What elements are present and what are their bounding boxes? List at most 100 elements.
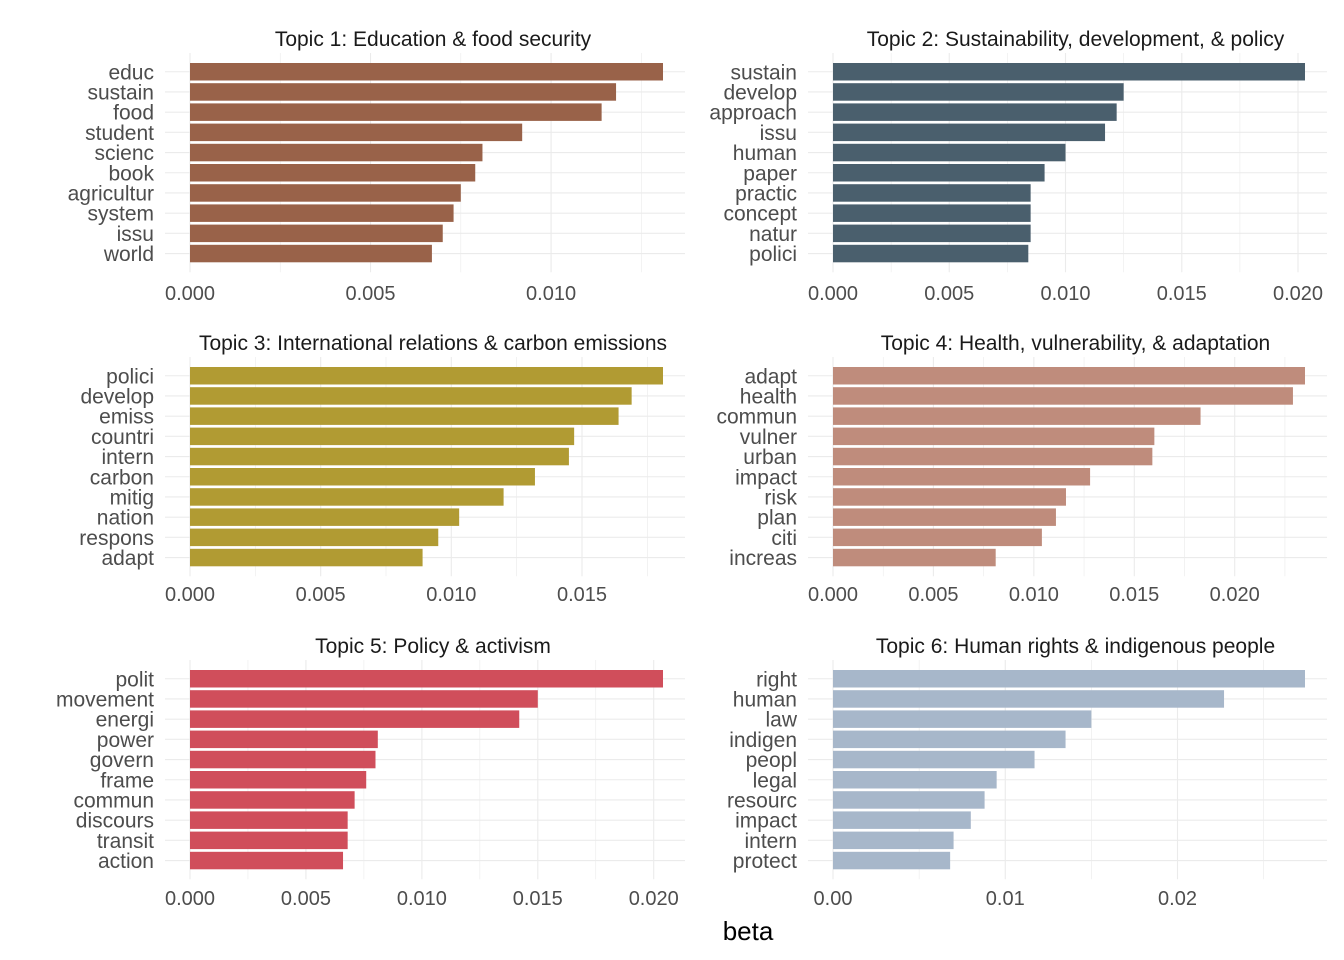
facet-title: Topic 5: Policy & activism <box>315 635 551 658</box>
bar-vulner <box>833 427 1155 446</box>
bar-commun <box>833 407 1201 425</box>
bar-emiss <box>190 407 619 425</box>
bar-health <box>833 387 1293 405</box>
category-label: book <box>108 162 154 185</box>
facet-title: Topic 2: Sustainability, development, & … <box>867 28 1285 51</box>
bar-agricultur <box>190 184 461 202</box>
category-label: world <box>103 243 154 266</box>
tick-label: 0.015 <box>1157 283 1207 305</box>
category-label: urban <box>743 446 797 469</box>
tick-label: 0.010 <box>426 584 476 606</box>
bar-transit <box>190 831 348 850</box>
category-label: commun <box>73 789 154 812</box>
bar-respons <box>190 528 439 547</box>
tick-label: 0.000 <box>808 283 858 305</box>
category-label: adapt <box>101 547 154 570</box>
tick-label: 0.010 <box>1009 584 1059 606</box>
category-label: resourc <box>727 789 797 812</box>
category-label: plan <box>757 507 797 530</box>
category-label: student <box>85 122 154 145</box>
bar-power <box>190 730 378 749</box>
category-label: commun <box>716 406 797 429</box>
bar-student <box>190 123 523 142</box>
bar-book <box>190 164 476 182</box>
tick-label: 0.00 <box>814 888 853 910</box>
tick-label: 0.005 <box>296 584 346 606</box>
bar-world <box>190 244 432 263</box>
bar-law <box>833 710 1092 728</box>
bar-commun <box>190 791 355 809</box>
bar-issu <box>190 224 443 243</box>
category-label: vulner <box>740 426 797 449</box>
category-label: develop <box>80 385 154 408</box>
bar-govern <box>190 750 376 769</box>
category-label: sustain <box>87 81 154 104</box>
category-label: law <box>765 709 797 732</box>
category-label: issu <box>117 223 154 246</box>
category-label: mitig <box>110 486 154 509</box>
bar-peopl <box>833 750 1035 769</box>
bar-discours <box>190 811 348 829</box>
bar-polici <box>190 367 663 385</box>
category-label: develop <box>723 81 797 104</box>
tick-label: 0.020 <box>1273 283 1323 305</box>
category-label: respons <box>79 527 154 550</box>
category-label: natur <box>749 223 797 246</box>
category-label: impact <box>735 810 797 833</box>
bar-polit <box>190 670 663 688</box>
tick-label: 0.000 <box>808 584 858 606</box>
bar-natur <box>833 224 1031 243</box>
tick-label: 0.005 <box>924 283 974 305</box>
category-label: govern <box>90 749 154 772</box>
bar-educ <box>190 63 663 81</box>
category-label: issu <box>760 122 797 145</box>
bar-intern <box>833 831 954 850</box>
category-label: protect <box>733 850 797 873</box>
category-label: risk <box>764 486 797 509</box>
category-label: legal <box>753 769 797 792</box>
category-label: frame <box>100 769 154 792</box>
bar-develop <box>833 83 1124 101</box>
category-label: human <box>733 142 797 165</box>
tick-label: 0.010 <box>1040 283 1090 305</box>
tick-label: 0.005 <box>908 584 958 606</box>
facet-title: Topic 1: Education & food security <box>275 28 592 51</box>
category-label: human <box>733 688 797 711</box>
bar-nation <box>190 508 460 526</box>
category-label: adapt <box>744 365 797 388</box>
bar-movement <box>190 690 538 708</box>
category-label: practic <box>735 182 797 205</box>
category-label: polici <box>749 243 797 266</box>
category-label: emiss <box>99 406 154 429</box>
bar-risk <box>833 488 1066 506</box>
bar-adapt <box>190 548 423 567</box>
bar-paper <box>833 164 1045 182</box>
bar-impact <box>833 468 1091 486</box>
tick-label: 0.000 <box>165 283 215 305</box>
facet-title: Topic 4: Health, vulnerability, & adapta… <box>881 332 1271 355</box>
bar-human <box>833 690 1225 708</box>
bar-carbon <box>190 468 535 486</box>
category-label: health <box>740 385 797 408</box>
tick-label: 0.010 <box>526 283 576 305</box>
bar-protect <box>833 851 951 870</box>
category-label: energi <box>96 709 154 732</box>
category-label: food <box>113 102 154 125</box>
bar-urban <box>833 447 1153 466</box>
category-label: discours <box>76 810 154 833</box>
category-label: movement <box>56 688 154 711</box>
category-label: approach <box>709 102 797 125</box>
x-axis-label: beta <box>723 916 774 946</box>
bar-sustain <box>833 63 1305 81</box>
tick-label: 0.005 <box>281 888 331 910</box>
category-label: polici <box>106 365 154 388</box>
category-label: power <box>97 729 154 752</box>
category-label: intern <box>101 446 154 469</box>
bar-intern <box>190 447 569 466</box>
bar-legal <box>833 771 997 789</box>
category-label: paper <box>743 162 797 185</box>
category-label: agricultur <box>68 182 154 205</box>
facet-title: Topic 3: International relations & carbo… <box>199 332 667 355</box>
category-label: citi <box>771 527 797 550</box>
bar-countri <box>190 427 575 446</box>
